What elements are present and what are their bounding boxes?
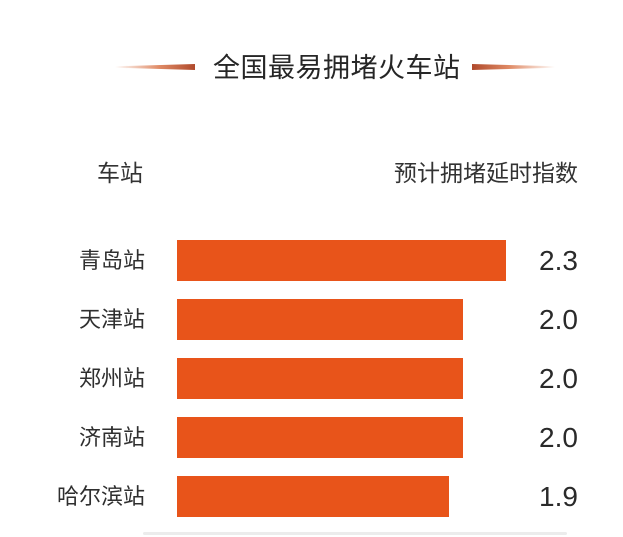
station-label: 天津站 xyxy=(78,307,145,332)
chart-row: 青岛站 2.3 xyxy=(0,240,623,281)
title-accent-line-left xyxy=(115,64,195,70)
value-label: 2.0 xyxy=(539,304,578,335)
chart-row: 哈尔滨站 1.9 xyxy=(0,476,623,517)
chart-row: 济南站 2.0 xyxy=(0,417,623,458)
bar xyxy=(177,417,463,458)
station-label: 郑州站 xyxy=(78,366,145,391)
column-header-station: 车站 xyxy=(97,160,143,186)
chart-title: 全国最易拥堵火车站 xyxy=(213,53,461,83)
station-label: 济南站 xyxy=(78,425,145,450)
bottom-section-divider xyxy=(143,532,567,535)
title-accent-line-right xyxy=(472,64,555,70)
bar xyxy=(177,476,449,517)
station-label: 青岛站 xyxy=(78,248,145,273)
chart-row: 天津站 2.0 xyxy=(0,299,623,340)
column-header-delay-index: 预计拥堵延时指数 xyxy=(394,160,578,186)
value-label: 2.0 xyxy=(539,422,578,453)
bar xyxy=(177,299,463,340)
value-label: 2.3 xyxy=(539,245,578,276)
value-label: 2.0 xyxy=(539,363,578,394)
value-label: 1.9 xyxy=(539,481,578,512)
station-label: 哈尔滨站 xyxy=(56,484,145,509)
bar xyxy=(177,240,506,281)
chart-row: 郑州站 2.0 xyxy=(0,358,623,399)
bar xyxy=(177,358,463,399)
